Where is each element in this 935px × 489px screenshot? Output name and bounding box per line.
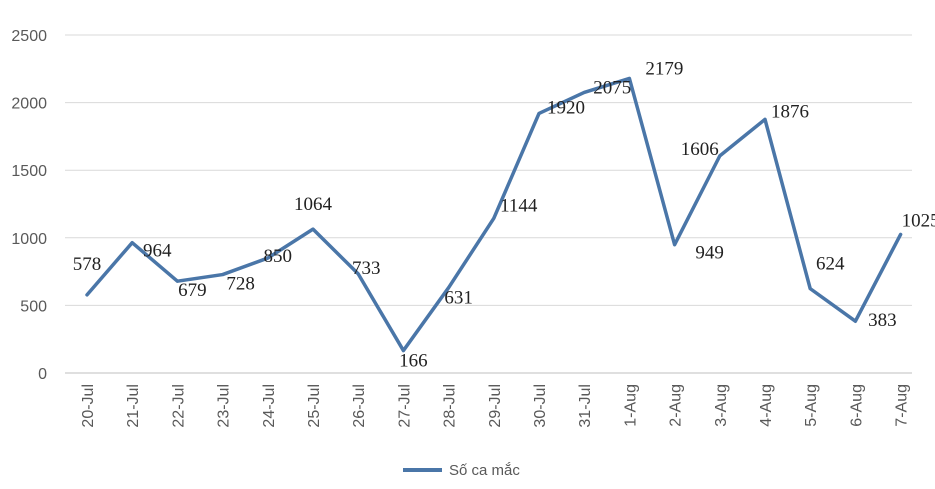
series-group	[85, 76, 903, 353]
y-axis-ticks: 0 500 1000 1500 2000 2500	[11, 28, 47, 383]
data-label: 383	[868, 310, 897, 331]
data-label: 166	[399, 351, 428, 372]
data-labels: 578 964 679 728 850 1064 733 166 631 1144 1920 2075…	[73, 58, 935, 371]
x-tick-label: 1-Aug	[622, 384, 639, 427]
x-tick-label: 24-Jul	[261, 384, 278, 428]
x-tick-label: 5-Aug	[803, 384, 820, 427]
x-tick-label: 3-Aug	[713, 384, 730, 427]
data-label: 964	[143, 241, 172, 262]
x-tick-label: 23-Jul	[216, 384, 233, 428]
y-tick-label: 2500	[11, 28, 47, 45]
data-label: 2075	[593, 77, 631, 98]
x-tick-label: 21-Jul	[125, 384, 142, 428]
y-tick-label: 1500	[11, 163, 47, 180]
data-label: 949	[695, 243, 724, 264]
gridlines	[65, 34, 912, 374]
data-label: 850	[264, 246, 293, 267]
legend: Số ca mắc	[403, 462, 520, 479]
y-tick-label: 500	[20, 298, 47, 315]
data-label: 631	[444, 288, 473, 309]
data-label: 2179	[645, 58, 683, 79]
data-label: 1025	[902, 210, 935, 231]
x-tick-label: 20-Jul	[80, 384, 97, 428]
data-label: 1064	[294, 194, 333, 215]
data-label: 733	[352, 258, 381, 279]
x-tick-label: 26-Jul	[351, 384, 368, 428]
x-tick-label: 27-Jul	[396, 384, 413, 428]
x-axis-ticks: 20-Jul 21-Jul 22-Jul 23-Jul 24-Jul 25-Jul 26-J…	[80, 384, 911, 428]
x-tick-label: 31-Jul	[577, 384, 594, 428]
x-tick-label: 6-Aug	[848, 384, 865, 427]
series-line	[85, 76, 903, 353]
y-tick-label: 0	[38, 366, 47, 383]
x-tick-label: 30-Jul	[532, 384, 549, 428]
data-label: 1606	[681, 139, 719, 160]
x-tick-label: 4-Aug	[758, 384, 775, 427]
data-label: 578	[73, 254, 102, 275]
data-label: 1876	[771, 101, 809, 122]
x-tick-label: 7-Aug	[894, 384, 911, 427]
legend-label: Số ca mắc	[449, 462, 520, 479]
data-label: 679	[178, 280, 207, 301]
data-label: 728	[226, 274, 255, 295]
x-tick-label: 28-Jul	[442, 384, 459, 428]
data-label: 624	[816, 254, 845, 275]
x-tick-label: 2-Aug	[668, 384, 685, 427]
y-tick-label: 2000	[11, 96, 47, 113]
data-label: 1144	[500, 195, 538, 216]
x-tick-label: 22-Jul	[170, 384, 187, 428]
x-tick-label: 29-Jul	[487, 384, 504, 428]
y-tick-label: 1000	[11, 231, 47, 248]
data-label: 1920	[547, 97, 585, 118]
x-tick-label: 25-Jul	[306, 384, 323, 428]
